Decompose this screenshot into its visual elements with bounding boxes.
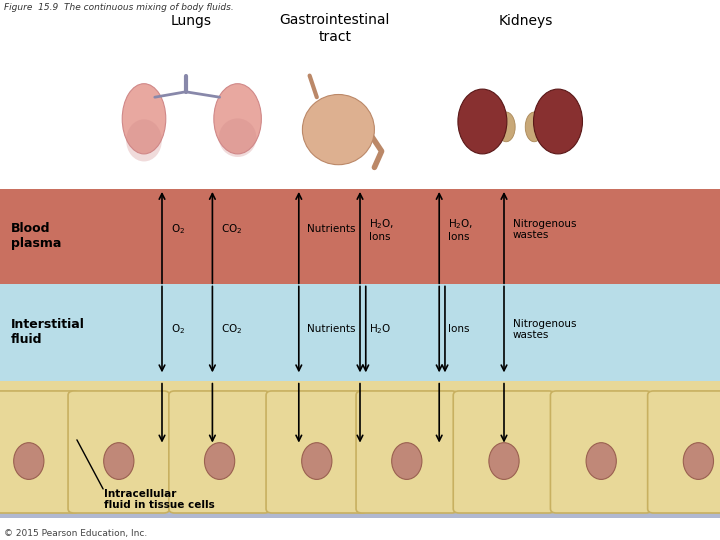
- Ellipse shape: [214, 84, 261, 154]
- FancyBboxPatch shape: [0, 391, 80, 513]
- Ellipse shape: [586, 443, 616, 480]
- Text: Nitrogenous
wastes: Nitrogenous wastes: [513, 219, 576, 240]
- Ellipse shape: [526, 112, 544, 141]
- Text: Ions: Ions: [448, 325, 469, 334]
- Ellipse shape: [458, 89, 507, 154]
- Text: Figure  15.9  The continuous mixing of body fluids.: Figure 15.9 The continuous mixing of bod…: [4, 3, 233, 12]
- Text: Nutrients: Nutrients: [307, 225, 356, 234]
- Ellipse shape: [126, 119, 162, 161]
- FancyBboxPatch shape: [68, 391, 170, 513]
- Text: Kidneys: Kidneys: [498, 14, 553, 28]
- Text: Lungs: Lungs: [171, 14, 211, 28]
- Text: H$_2$O: H$_2$O: [369, 322, 391, 336]
- Text: H$_2$O,
Ions: H$_2$O, Ions: [448, 217, 473, 242]
- Text: O$_2$: O$_2$: [171, 322, 185, 336]
- Text: H$_2$O,
Ions: H$_2$O, Ions: [369, 217, 394, 242]
- Ellipse shape: [302, 94, 374, 165]
- Text: © 2015 Pearson Education, Inc.: © 2015 Pearson Education, Inc.: [4, 529, 147, 538]
- FancyBboxPatch shape: [266, 391, 367, 513]
- Ellipse shape: [498, 112, 516, 141]
- Ellipse shape: [302, 443, 332, 480]
- Text: Intracellular
fluid in tissue cells: Intracellular fluid in tissue cells: [104, 489, 215, 510]
- Text: Nitrogenous
wastes: Nitrogenous wastes: [513, 319, 576, 340]
- Bar: [0, 381, 720, 518]
- Bar: [0, 508, 720, 518]
- Text: Blood
plasma: Blood plasma: [11, 222, 61, 250]
- FancyBboxPatch shape: [454, 391, 554, 513]
- Text: CO$_2$: CO$_2$: [221, 222, 243, 237]
- Ellipse shape: [219, 118, 256, 157]
- Text: O$_2$: O$_2$: [171, 222, 185, 237]
- FancyBboxPatch shape: [356, 391, 458, 513]
- Ellipse shape: [204, 443, 235, 480]
- Text: Nutrients: Nutrients: [307, 325, 356, 334]
- Ellipse shape: [489, 443, 519, 480]
- FancyBboxPatch shape: [550, 391, 652, 513]
- FancyBboxPatch shape: [168, 391, 271, 513]
- Ellipse shape: [534, 89, 582, 154]
- Ellipse shape: [392, 443, 422, 480]
- Bar: [0, 189, 720, 284]
- Text: Gastrointestinal
tract: Gastrointestinal tract: [279, 14, 390, 44]
- Ellipse shape: [683, 443, 714, 480]
- Ellipse shape: [14, 443, 44, 480]
- FancyBboxPatch shape: [648, 391, 720, 513]
- Ellipse shape: [122, 84, 166, 154]
- Ellipse shape: [104, 443, 134, 480]
- Text: CO$_2$: CO$_2$: [221, 322, 243, 336]
- Bar: [0, 284, 720, 381]
- Text: Interstitial
fluid: Interstitial fluid: [11, 318, 85, 346]
